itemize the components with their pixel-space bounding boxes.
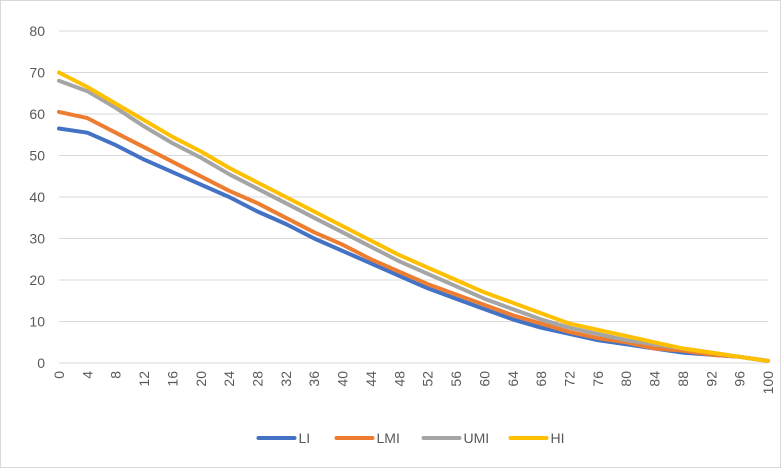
gridlines [59,30,768,322]
legend: LI LMI UMI HI [256,430,565,446]
x-tick-label: 0 [51,371,67,379]
y-tick-label: 40 [29,189,45,205]
legend-item-hi: HI [508,430,565,446]
legend-label: LI [299,430,311,446]
x-tick-label: 36 [306,371,322,387]
y-tick-label: 70 [29,65,45,81]
y-tick-label: 0 [37,355,45,371]
x-tick-label: 80 [618,371,634,387]
x-tick-label: 92 [703,371,719,387]
x-tick-label: 8 [108,371,124,379]
x-tick-label: 20 [193,371,209,387]
x-tick-label: 40 [335,371,351,387]
legend-item-umi: UMI [421,430,490,446]
x-tick-label: 28 [250,371,266,387]
series-line-umi [57,78,770,363]
legend-label: LMI [377,430,400,446]
series-line-li [57,126,770,363]
series-line-hi [57,70,770,363]
x-tick-label: 88 [675,371,691,387]
y-tick-label: 30 [29,231,45,247]
x-tick-label: 64 [505,371,521,387]
y-tick-label: 50 [29,148,45,164]
x-tick-label: 44 [363,371,379,387]
x-tick-label: 48 [391,371,407,387]
x-tick-label: 68 [533,371,549,387]
legend-item-lmi: LMI [334,430,400,446]
legend-label: HI [551,430,565,446]
x-tick-label: 84 [647,371,663,387]
series-line-lmi [57,109,770,363]
x-tick-label: 32 [278,371,294,387]
y-axis-tick-labels: 0 10 20 30 40 50 60 70 80 [29,23,45,371]
x-axis-tick-labels: 0 4 8 12 16 20 24 28 32 36 40 44 48 52 56 60 64 68 72 76 80 8… [51,371,776,395]
x-tick-label: 96 [732,371,748,387]
x-tick-label: 72 [561,371,577,387]
y-tick-label: 20 [29,272,45,288]
x-tick-label: 60 [476,371,492,387]
x-tick-label: 100 [760,371,776,395]
x-tick-label: 76 [590,371,606,387]
y-tick-label: 80 [29,23,45,39]
y-tick-label: 60 [29,106,45,122]
x-tick-label: 52 [420,371,436,387]
legend-item-li: LI [256,430,311,446]
x-tick-label: 4 [79,371,95,379]
x-tick-label: 24 [221,371,237,387]
x-tick-label: 16 [164,371,180,387]
x-tick-label: 12 [136,371,152,387]
series-lines [57,70,770,363]
legend-label: UMI [464,430,490,446]
x-tick-label: 56 [448,371,464,387]
y-tick-label: 10 [29,314,45,330]
